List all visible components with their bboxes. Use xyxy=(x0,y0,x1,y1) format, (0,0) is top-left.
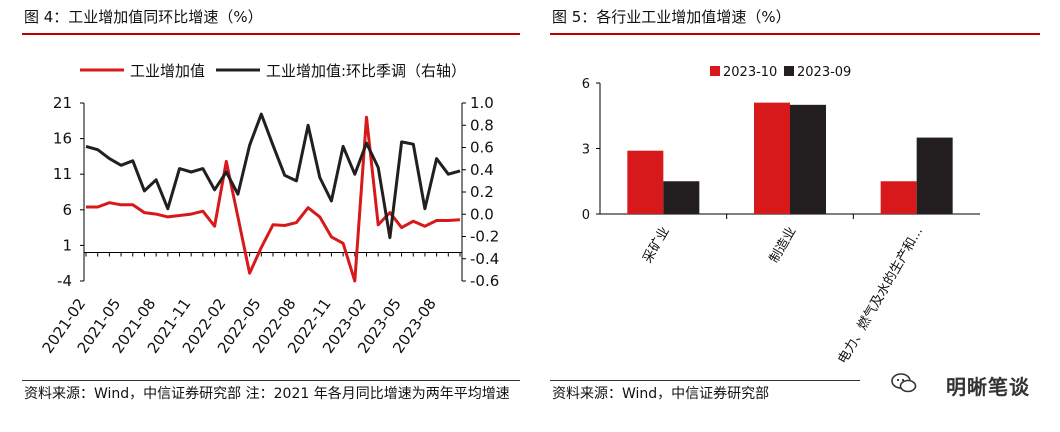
left-title-rule xyxy=(22,33,520,35)
watermark-text: 明晰笔谈 xyxy=(946,375,1030,399)
legend-swatch-2023-10 xyxy=(710,66,720,76)
right-chart-title: 图 5：各行业工业增加值增速（%） xyxy=(552,8,791,26)
bar-2023-10-1 xyxy=(627,150,664,214)
left-tick-label: 21 xyxy=(53,94,72,112)
left-chart-title: 图 4：工业增加值同环比增速（%） xyxy=(24,8,263,26)
legend-swatch-2023-09 xyxy=(784,66,794,76)
right-tick-label: -0.2 xyxy=(470,228,499,246)
right-tick-label: 0.6 xyxy=(470,139,494,157)
y-tick-label: 6 xyxy=(582,77,590,92)
right-source-rule xyxy=(550,380,860,381)
bar-2023-09-1 xyxy=(663,181,700,214)
line-chart: 工业增加值 工业增加值:环比季调（右轴） 21 16 11 6 1 -4 1.0 0.8 0.6 0… xyxy=(39,62,500,357)
bar-2023-09-2 xyxy=(790,104,826,214)
series-line-1 xyxy=(86,115,461,283)
right-title-rule xyxy=(550,33,1040,35)
left-tick-label: -4 xyxy=(57,272,72,290)
right-tick-label: 0.4 xyxy=(470,161,494,179)
legend-label-1: 工业增加值 xyxy=(130,62,205,80)
y-tick-label: 3 xyxy=(582,143,590,158)
category-label: 制造业 xyxy=(767,225,799,266)
category-label: 采矿业 xyxy=(640,225,672,266)
bar-2023-10-3 xyxy=(880,181,917,214)
left-tick-label: 16 xyxy=(53,130,72,148)
left-tick-label: 6 xyxy=(62,201,72,219)
left-source-note: 资料来源：Wind，中信证券研究部 注：2021 年各月同比增速为两年平均增速 xyxy=(24,386,510,402)
legend-label-2: 工业增加值:环比季调（右轴） xyxy=(266,62,466,80)
right-tick-label: -0.4 xyxy=(470,250,499,268)
wechat-icon xyxy=(891,373,917,393)
right-tick-label: 0.2 xyxy=(470,183,494,201)
right-source-note: 资料来源：Wind，中信证券研究部 xyxy=(552,386,770,402)
category-label: 电力、燃气及水的生产和... xyxy=(835,224,927,367)
bar-2023-09-3 xyxy=(916,137,953,214)
right-tick-label: 1.0 xyxy=(470,94,494,112)
right-tick-label: -0.6 xyxy=(470,272,499,290)
left-tick-label: 1 xyxy=(62,236,72,254)
right-tick-label: 0.8 xyxy=(470,116,494,134)
bar-2023-10-2 xyxy=(754,102,790,214)
legend-label-2023-10: 2023-10 xyxy=(723,65,777,80)
right-tick-label: 0.0 xyxy=(470,205,494,223)
legend-label-2023-09: 2023-09 xyxy=(797,65,851,80)
left-tick-label: 11 xyxy=(53,165,72,183)
series-line-2 xyxy=(85,112,461,240)
bar-chart: 2023-10 2023-09 6 3 0 采矿业 制造业 电力、燃气及水的生产和... xyxy=(582,65,980,367)
left-source-rule xyxy=(22,380,520,381)
y-tick-label: 0 xyxy=(582,208,590,223)
